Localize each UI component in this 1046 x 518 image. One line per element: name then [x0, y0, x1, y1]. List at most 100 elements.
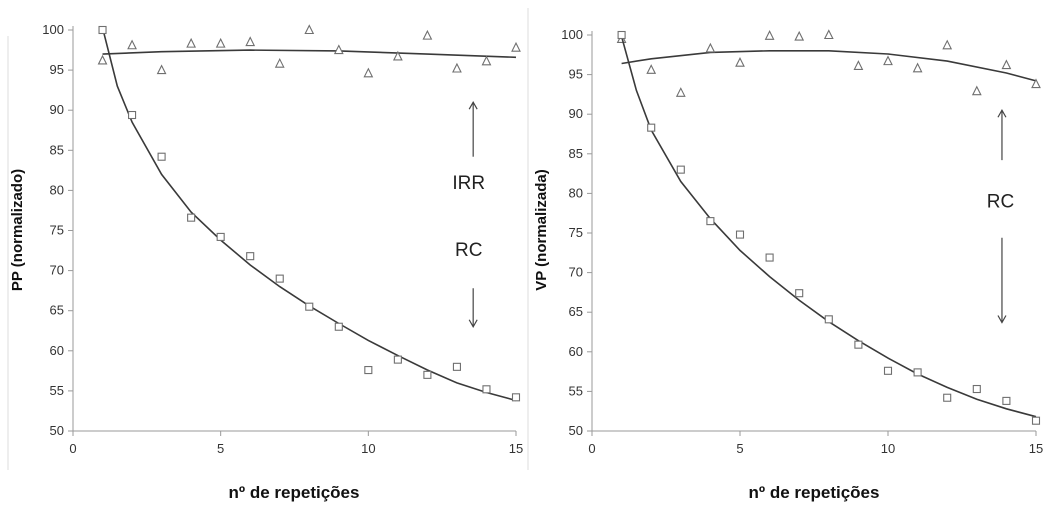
data-point-triangle [675, 87, 686, 97]
y-tick-label: 100 [42, 22, 64, 37]
x-tick-label: 5 [736, 441, 743, 456]
data-point-square [647, 123, 656, 132]
data-point-triangle [1001, 59, 1012, 70]
chart-panel-2: 50 55 60 65 70 75 80 85 90 95 100 0 5 10 15 nº de repet… [533, 27, 1043, 502]
data-point-triangle [333, 44, 344, 55]
data-point-triangle [481, 55, 492, 66]
y-axis-title: VP (normalizada) [533, 169, 550, 290]
y-tick-label: 50 [569, 423, 583, 438]
arrow-down-icon [997, 315, 1007, 324]
trend-line-square [101, 27, 517, 402]
y-tick-label: 75 [50, 223, 64, 238]
trend-line-square [620, 36, 1037, 418]
data-point-triangle [304, 24, 315, 35]
y-tick-label: 80 [50, 182, 64, 197]
data-point-triangle [883, 55, 893, 66]
data-point-square [98, 25, 107, 35]
y-tick-label: 85 [50, 142, 64, 157]
data-point-square [883, 366, 893, 375]
y-tick-label: 95 [50, 62, 64, 77]
data-point-triangle [215, 37, 226, 48]
data-point-square [617, 30, 626, 40]
x-tick-label: 5 [217, 441, 224, 456]
arrow-up-icon [997, 109, 1007, 118]
data-point-square [216, 232, 225, 241]
data-point-square [157, 152, 166, 161]
data-point-square [795, 289, 804, 298]
data-point-square [765, 253, 774, 262]
y-tick-label: 50 [50, 423, 64, 438]
data-point-triangle [186, 37, 197, 48]
y-tick-label: 65 [569, 304, 583, 319]
x-tick-label: 0 [588, 441, 595, 456]
data-point-triangle [942, 39, 953, 50]
data-point-triangle [1031, 78, 1041, 89]
series-triangle [97, 24, 521, 78]
data-point-square [364, 365, 373, 375]
data-point-triangle [392, 50, 403, 61]
y-tick-label: 90 [50, 102, 64, 117]
data-point-square [246, 252, 255, 261]
data-point-triangle [971, 85, 982, 96]
y-tick-label: 55 [50, 383, 64, 398]
y-tick-label: 75 [569, 225, 583, 240]
data-point-triangle [794, 30, 805, 41]
data-point-triangle [764, 30, 775, 40]
y-tick-label: 70 [50, 263, 64, 278]
data-point-square [334, 322, 343, 331]
y-tick-label: 80 [569, 185, 583, 200]
trend-line-triangle [102, 49, 517, 59]
data-point-square [275, 274, 284, 283]
data-point-square [676, 165, 685, 174]
data-point-triangle [97, 54, 108, 65]
data-point-square [854, 340, 863, 349]
data-point-triangle [363, 67, 374, 78]
x-tick-label: 10 [361, 441, 375, 456]
data-point-triangle [156, 64, 167, 75]
data-point-square [393, 355, 402, 364]
data-point-triangle [511, 41, 521, 52]
data-point-triangle [127, 39, 137, 50]
y-tick-label: 70 [569, 265, 583, 280]
data-point-triangle [912, 62, 923, 73]
data-point-square [187, 213, 196, 222]
arrow-up-icon [468, 100, 478, 110]
series-triangle [616, 29, 1041, 97]
annotation-irr: IRR [452, 173, 485, 194]
y-axis-title: PP (normalizado) [9, 169, 26, 291]
data-point-square [824, 315, 833, 324]
x-tick-label: 0 [69, 441, 76, 456]
chart-panel-1: 50 55 60 65 70 75 80 85 90 95 100 0 5 10 15 nº de repet… [9, 22, 523, 502]
x-tick-label: 15 [1029, 441, 1043, 456]
data-point-square [128, 110, 137, 120]
data-point-triangle [735, 56, 745, 67]
data-point-square [972, 384, 981, 394]
trend-line-triangle [621, 50, 1037, 82]
y-tick-label: 60 [50, 343, 64, 358]
data-point-square [305, 302, 314, 311]
data-point-triangle [853, 60, 864, 70]
data-point-square [482, 385, 491, 394]
annotation-rc: RC [455, 240, 482, 261]
data-point-square [452, 362, 461, 371]
data-point-square [1031, 416, 1041, 425]
data-point-square [735, 230, 745, 239]
y-tick-label: 90 [569, 106, 583, 121]
data-point-square [423, 370, 432, 379]
x-tick-label: 10 [881, 441, 895, 456]
data-point-triangle [646, 64, 657, 74]
y-tick-label: 85 [569, 146, 583, 161]
y-tick-label: 95 [569, 67, 583, 82]
x-axis-title: nº de repetições [749, 483, 880, 502]
arrow-down-icon [468, 319, 478, 328]
series-square [98, 25, 521, 402]
y-tick-label: 100 [561, 27, 583, 42]
y-tick-label: 55 [569, 383, 583, 398]
annotation-rc: RC [987, 192, 1014, 213]
data-point-square [913, 368, 922, 377]
data-point-triangle [422, 29, 433, 40]
series-square [617, 30, 1041, 425]
data-point-triangle [452, 62, 462, 73]
